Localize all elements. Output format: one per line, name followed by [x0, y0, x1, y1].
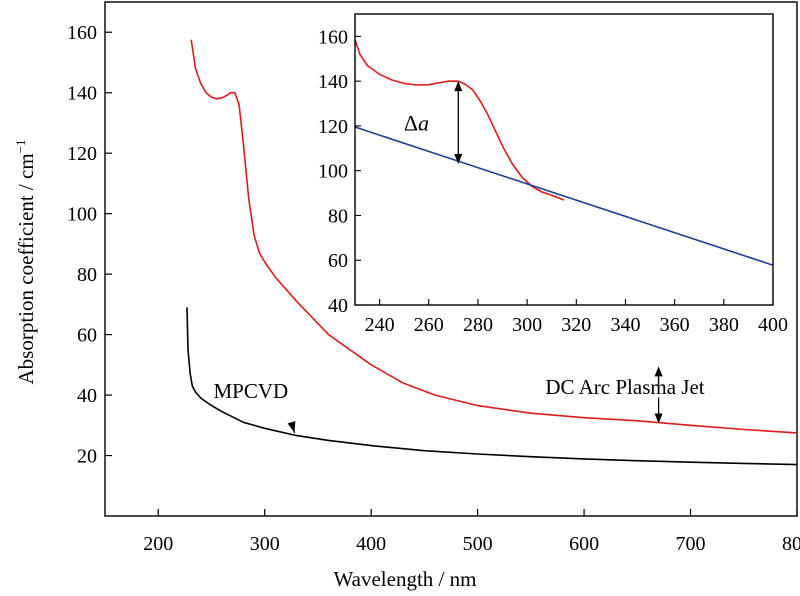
y-tick-label: 60: [77, 325, 97, 347]
x-axis-label: Wavelength / nm: [334, 567, 477, 591]
main-plot-frame: [104, 1, 798, 517]
y-tick-label: 100: [67, 204, 97, 226]
inset-x-tick-label: 400: [758, 314, 788, 336]
inset-x-tick-label: 340: [610, 314, 640, 336]
x-tick-label: 400: [356, 533, 386, 555]
main-axes: 200 300 400 500 600 700 800 20 40 60 80 100 120 140 16…: [67, 22, 800, 555]
y-tick-label: 20: [77, 446, 97, 468]
annotation-mpcvd-arrowhead: [287, 421, 296, 433]
inset-baseline-line: [354, 126, 774, 266]
annotation-dc-arc-arrowhead-down: [654, 413, 663, 424]
inset-y-tick-label: 140: [318, 71, 348, 93]
x-tick-label: 800: [782, 533, 800, 555]
inset-background: [355, 14, 773, 305]
inset-axes: 240 260 280 300 320 340 360 380 400 40 60 80 100 120 1…: [318, 26, 788, 336]
inset-x-tick-label: 240: [365, 314, 395, 336]
inset-delta-a-label: Δa: [404, 111, 429, 136]
y-tick-label: 120: [67, 143, 97, 165]
y-axis-label: Absorption coefficient / cm−1: [13, 140, 38, 385]
inset-delta-a-arrowhead-bottom: [454, 153, 463, 164]
y-tick-label: 40: [77, 385, 97, 407]
inset-y-tick-label: 100: [318, 161, 348, 183]
inset-y-tick-label: 60: [328, 250, 348, 272]
main-annotations: MPCVD DC Arc Plasma Jet: [214, 366, 705, 434]
y-tick-label: 160: [67, 22, 97, 44]
inset-annotations: Δa: [404, 81, 463, 164]
y-tick-label: 140: [67, 83, 97, 105]
inset-plot-frame: [354, 13, 774, 306]
inset-y-tick-label: 120: [318, 116, 348, 138]
inset-y-tick-label: 80: [328, 205, 348, 227]
main-series: [186, 39, 798, 466]
inset-x-tick-label: 320: [561, 314, 591, 336]
y-axis-label-main: Absorption coefficient / cm: [14, 153, 38, 384]
series-line-dc-arc-plasma-jet: [190, 39, 798, 434]
inset-series: [354, 39, 774, 266]
x-tick-label: 500: [463, 533, 493, 555]
annotation-dc-arc-label: DC Arc Plasma Jet: [545, 375, 704, 399]
x-tick-label: 700: [676, 533, 706, 555]
inset-x-tick-label: 360: [660, 314, 690, 336]
annotation-dc-arc-arrowhead-up: [654, 366, 663, 377]
inset-absorption-line: [354, 39, 565, 201]
inset-x-tick-label: 380: [709, 314, 739, 336]
y-axis-label-superscript: −1: [13, 140, 28, 154]
y-tick-label: 80: [77, 264, 97, 286]
inset-y-tick-label: 40: [328, 295, 348, 317]
annotation-mpcvd-label: MPCVD: [214, 379, 289, 403]
x-tick-label: 200: [143, 533, 173, 555]
inset-x-tick-label: 300: [512, 314, 542, 336]
series-line-mpcvd: [186, 307, 798, 466]
inset-y-tick-label: 160: [318, 26, 348, 48]
inset-x-tick-label: 280: [463, 314, 493, 336]
x-tick-label: 600: [569, 533, 599, 555]
inset-delta-a-arrowhead-top: [454, 81, 463, 92]
x-tick-label: 300: [250, 533, 280, 555]
inset-x-tick-label: 260: [414, 314, 444, 336]
